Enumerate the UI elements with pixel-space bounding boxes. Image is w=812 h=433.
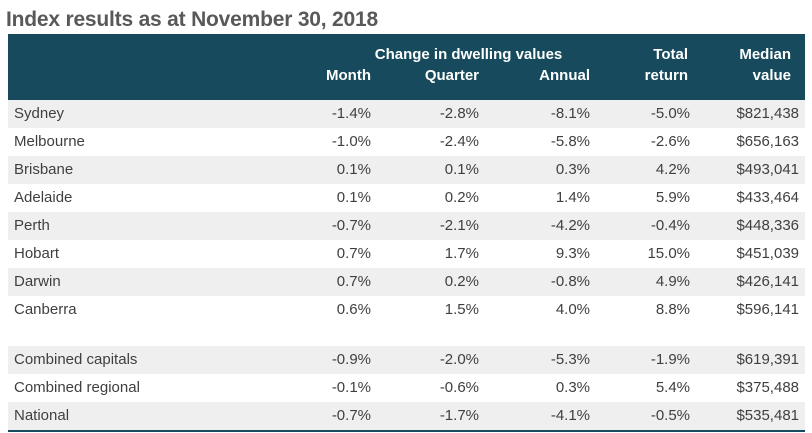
row-name-cell: National xyxy=(14,407,70,424)
total-return-value-cell: 4.9% xyxy=(655,273,691,290)
month-value-cell: -0.7% xyxy=(331,407,371,424)
table-row: Hobart 0.7% 1.7% 9.3% 15.0% $451,039 xyxy=(8,240,806,268)
row-name-cell: Adelaide xyxy=(14,189,73,206)
median-value-header-line2: value xyxy=(702,65,806,100)
quarter-column-header: Quarter xyxy=(383,65,491,100)
month-value-cell: 0.6% xyxy=(336,301,371,318)
row-name-cell: Darwin xyxy=(14,273,61,290)
spacer-row xyxy=(8,324,806,346)
table-container: Change in dwelling values Total Median M… xyxy=(8,34,806,432)
median-value-cell: $426,141 xyxy=(736,273,800,290)
table-body: Sydney -1.4% -2.8% -8.1% -5.0% $821,438 Melbou… xyxy=(8,100,806,431)
row-name-cell: Hobart xyxy=(14,245,60,262)
annual-value-cell: 0.3% xyxy=(555,379,591,396)
page-title: Index results as at November 30, 2018 xyxy=(6,8,378,31)
median-value-cell: $375,488 xyxy=(736,379,800,396)
total-return-value-cell: -0.4% xyxy=(650,217,691,234)
row-name-cell: Brisbane xyxy=(14,161,74,178)
header-row-2: Month Quarter Annual return value xyxy=(8,65,806,100)
row-name-cell: Canberra xyxy=(14,301,77,318)
median-value-cell: $493,041 xyxy=(736,161,800,178)
median-value-cell: $596,141 xyxy=(736,301,800,318)
quarter-value-cell: -2.0% xyxy=(439,351,479,368)
median-value-header-line1: Median xyxy=(702,34,806,65)
table-header: Change in dwelling values Total Median M… xyxy=(8,34,806,100)
header-row-1: Change in dwelling values Total Median xyxy=(8,34,806,65)
median-value-cell: $821,438 xyxy=(736,105,800,122)
quarter-value-cell: -2.4% xyxy=(439,133,479,150)
quarter-value-cell: -2.1% xyxy=(439,217,479,234)
total-return-value-cell: 5.9% xyxy=(655,189,691,206)
annual-value-cell: 4.0% xyxy=(555,301,591,318)
month-value-cell: -0.9% xyxy=(331,351,371,368)
quarter-value-cell: -2.8% xyxy=(439,105,479,122)
month-value-cell: 0.1% xyxy=(336,161,371,178)
total-return-header-line2: return xyxy=(602,65,703,100)
quarter-value-cell: 0.2% xyxy=(444,189,479,206)
total-return-value-cell: 4.2% xyxy=(655,161,691,178)
row-name-cell: Perth xyxy=(14,217,50,234)
total-return-value-cell: -1.9% xyxy=(650,351,691,368)
total-return-header-line1: Total xyxy=(602,34,703,65)
table-row: Melbourne -1.0% -2.4% -5.8% -2.6% $656,163 xyxy=(8,128,806,156)
total-return-value-cell: -0.5% xyxy=(650,407,691,424)
month-value-cell: -1.4% xyxy=(331,105,371,122)
median-value-cell: $619,391 xyxy=(736,351,800,368)
spacer-cell xyxy=(8,324,806,346)
annual-value-cell: -0.8% xyxy=(550,273,591,290)
row-name-cell: Sydney xyxy=(14,105,65,122)
annual-value-cell: 9.3% xyxy=(555,245,591,262)
total-return-value-cell: 15.0% xyxy=(647,245,691,262)
table-row: National -0.7% -1.7% -4.1% -0.5% $535,481 xyxy=(8,402,806,431)
month-value-cell: 0.7% xyxy=(336,273,371,290)
table-row: Combined regional -0.1% -0.6% 0.3% 5.4% $375,… xyxy=(8,374,806,402)
month-value-cell: -0.1% xyxy=(331,379,371,396)
total-return-value-cell: -5.0% xyxy=(650,105,691,122)
total-return-value-cell: 5.4% xyxy=(655,379,691,396)
month-column-header: Month xyxy=(295,65,383,100)
quarter-value-cell: -0.6% xyxy=(439,379,479,396)
median-value-cell: $451,039 xyxy=(736,245,800,262)
total-return-value-cell: 8.8% xyxy=(655,301,691,318)
annual-value-cell: -8.1% xyxy=(550,105,591,122)
month-value-cell: -0.7% xyxy=(331,217,371,234)
table-row: Perth -0.7% -2.1% -4.2% -0.4% $448,336 xyxy=(8,212,806,240)
table-row: Adelaide 0.1% 0.2% 1.4% 5.9% $433,464 xyxy=(8,184,806,212)
annual-value-cell: -4.2% xyxy=(550,217,591,234)
month-value-cell: 0.1% xyxy=(336,189,371,206)
table-row: Darwin 0.7% 0.2% -0.8% 4.9% $426,141 xyxy=(8,268,806,296)
quarter-value-cell: 1.7% xyxy=(444,245,479,262)
median-value-cell: $656,163 xyxy=(736,133,800,150)
group-header-change-in-dwelling-values: Change in dwelling values xyxy=(295,34,603,65)
annual-value-cell: -4.1% xyxy=(550,407,591,424)
empty-header-cell xyxy=(8,65,295,100)
total-return-value-cell: -2.6% xyxy=(650,133,691,150)
quarter-value-cell: 1.5% xyxy=(444,301,479,318)
row-name-cell: Combined regional xyxy=(14,379,140,396)
corner-cell xyxy=(8,34,295,65)
month-value-cell: 0.7% xyxy=(336,245,371,262)
month-value-cell: -1.0% xyxy=(331,133,371,150)
row-name-cell: Melbourne xyxy=(14,133,85,150)
median-value-cell: $535,481 xyxy=(736,407,800,424)
annual-column-header: Annual xyxy=(491,65,603,100)
index-results-table: Change in dwelling values Total Median M… xyxy=(8,34,806,432)
table-row: Sydney -1.4% -2.8% -8.1% -5.0% $821,438 xyxy=(8,100,806,128)
annual-value-cell: -5.3% xyxy=(550,351,591,368)
annual-value-cell: -5.8% xyxy=(550,133,591,150)
annual-value-cell: 0.3% xyxy=(555,161,591,178)
quarter-value-cell: -1.7% xyxy=(439,407,479,424)
median-value-cell: $448,336 xyxy=(736,217,800,234)
quarter-value-cell: 0.2% xyxy=(444,273,479,290)
table-row: Combined capitals -0.9% -2.0% -5.3% -1.9% $61… xyxy=(8,346,806,374)
quarter-value-cell: 0.1% xyxy=(444,161,479,178)
annual-value-cell: 1.4% xyxy=(555,189,591,206)
row-name-cell: Combined capitals xyxy=(14,351,138,368)
table-row: Brisbane 0.1% 0.1% 0.3% 4.2% $493,041 xyxy=(8,156,806,184)
table-row: Canberra 0.6% 1.5% 4.0% 8.8% $596,141 xyxy=(8,296,806,324)
median-value-cell: $433,464 xyxy=(736,189,800,206)
